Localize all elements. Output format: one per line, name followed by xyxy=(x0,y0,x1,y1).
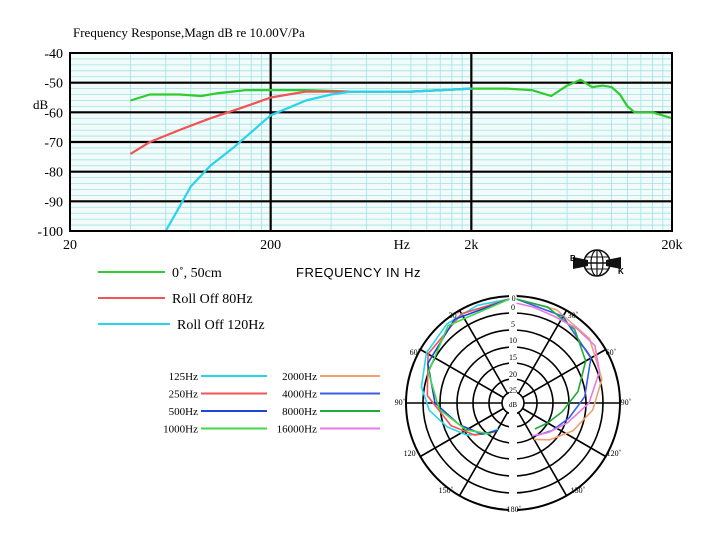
polar-angle-label: 180˚ xyxy=(507,505,522,514)
polar-angle-label: 150˚ xyxy=(571,486,586,495)
response-curves xyxy=(129,78,673,232)
polar-angle-label: 120˚ xyxy=(404,449,419,458)
polar-spoke xyxy=(458,412,509,497)
polar-angle-label: 60˚ xyxy=(410,348,421,357)
polar-legend-label: 250Hz xyxy=(169,389,198,401)
polar-legend-label: 500Hz xyxy=(169,406,198,418)
polar-curve-5 xyxy=(516,298,603,441)
polar-unit-label: dB xyxy=(509,401,518,409)
response-legend: 0˚, 50cm Roll Off 80Hz Roll Off 120Hz xyxy=(98,266,265,333)
y-tick-label: -40 xyxy=(44,47,63,62)
polar-angle-label: 60˚ xyxy=(606,348,617,357)
x-tick-labels: 20 200 Hz 2k 20k xyxy=(63,238,683,253)
polar-curve-3 xyxy=(427,298,510,435)
y-axis-label: dB xyxy=(33,97,49,112)
polar-spoke xyxy=(522,348,607,399)
legend-label: Roll Off 120Hz xyxy=(177,318,265,333)
polar-legend-label: 16000Hz xyxy=(277,424,317,436)
plot-frame xyxy=(69,52,673,232)
x-tick-label: Hz xyxy=(394,238,410,253)
y-tick-label: -100 xyxy=(37,225,63,240)
polar-spoke xyxy=(458,309,509,394)
polar-legend-label: 1000Hz xyxy=(163,424,198,436)
polar-radial-label: 25 xyxy=(509,386,517,395)
logo-letter-b: B xyxy=(570,254,576,263)
polar-angle-label: 90˚ xyxy=(395,398,406,407)
polar-curve-4 xyxy=(427,298,510,435)
x-axis-label: FREQUENCY IN Hz xyxy=(296,265,421,280)
polar-curve-7 xyxy=(516,298,587,430)
y-tick-label: -70 xyxy=(44,136,63,151)
polar-legend-label: 4000Hz xyxy=(282,389,317,401)
x-tick-label: 20 xyxy=(63,238,77,253)
polar-pattern-chart: 0 5 10 15 20 25 dB 0˚ 30˚ 30˚ 60˚ 60˚ 90˚ 90˚ 120˚ 120˚… xyxy=(395,294,632,514)
polar-angle-label: 150˚ xyxy=(439,486,454,495)
y-tick-label: -50 xyxy=(44,77,63,92)
y-tick-labels: -40 -50 -60 -70 -80 -90 -100 xyxy=(37,47,63,240)
polar-radial-label: 15 xyxy=(509,353,517,362)
series-line-3 xyxy=(164,87,472,232)
polar-angle-label: 0˚ xyxy=(512,294,519,303)
brand-logo: B K xyxy=(570,249,624,277)
polar-angle-label: 30˚ xyxy=(568,311,579,320)
polar-legend-label: 8000Hz xyxy=(282,406,317,418)
polar-angle-label: 120˚ xyxy=(607,449,622,458)
x-tick-label: 200 xyxy=(260,238,281,253)
legend-label: Roll Off 80Hz xyxy=(172,292,253,307)
logo-letter-k: K xyxy=(618,267,624,276)
polar-spoke xyxy=(522,407,607,458)
x-tick-label: 2k xyxy=(464,238,478,253)
polar-legend-label: 125Hz xyxy=(169,371,198,383)
y-tick-label: -80 xyxy=(44,166,63,181)
polar-center-gap xyxy=(509,294,517,512)
polar-curve-2 xyxy=(426,298,510,436)
series-line-1 xyxy=(130,78,673,120)
polar-legend-label: 2000Hz xyxy=(282,371,317,383)
polar-radial-label: 20 xyxy=(509,370,517,379)
polar-spoke xyxy=(517,309,568,394)
y-tick-label: -60 xyxy=(44,106,63,121)
polar-legend: 125Hz 250Hz 500Hz 1000Hz 2000Hz 4000Hz 8000Hz 1… xyxy=(163,371,380,436)
y-tick-label: -90 xyxy=(44,195,63,210)
polar-radial-label: 5 xyxy=(511,320,515,329)
polar-angle-label: 30˚ xyxy=(449,311,460,320)
polar-spoke xyxy=(517,412,568,497)
chart-title: Frequency Response,Magn dB re 10.00V/Pa xyxy=(73,25,305,40)
polar-angle-label: 90˚ xyxy=(621,398,632,407)
legend-label: 0˚, 50cm xyxy=(172,266,222,281)
x-tick-label: 20k xyxy=(662,238,683,253)
polar-radial-label: 10 xyxy=(509,336,517,345)
polar-radial-label: 0 xyxy=(511,303,515,312)
polar-curve-8 xyxy=(516,302,601,437)
